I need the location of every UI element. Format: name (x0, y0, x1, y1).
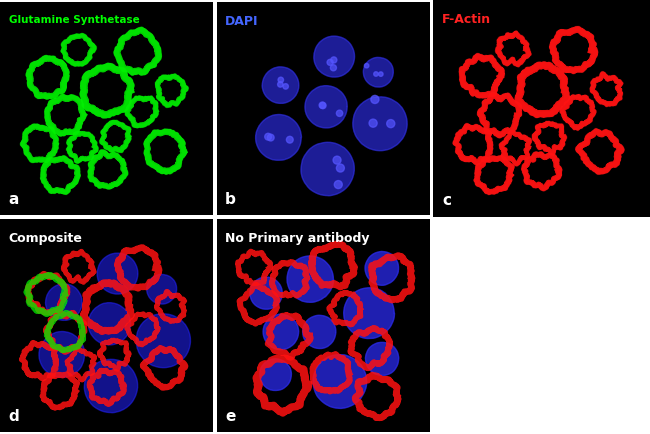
Polygon shape (365, 251, 398, 285)
Circle shape (369, 119, 377, 127)
Polygon shape (353, 97, 407, 151)
Polygon shape (344, 288, 395, 339)
Polygon shape (287, 256, 333, 302)
Circle shape (365, 63, 369, 68)
Text: Composite: Composite (8, 232, 83, 245)
Polygon shape (260, 359, 291, 391)
Circle shape (283, 84, 289, 89)
Circle shape (265, 133, 272, 140)
Polygon shape (260, 359, 291, 391)
Text: c: c (442, 193, 451, 208)
Polygon shape (88, 302, 131, 345)
Polygon shape (263, 314, 298, 350)
Circle shape (378, 72, 383, 76)
Text: b: b (225, 192, 236, 207)
Polygon shape (46, 284, 82, 320)
Polygon shape (303, 316, 336, 349)
Polygon shape (344, 288, 395, 339)
Polygon shape (303, 316, 336, 349)
Polygon shape (250, 277, 282, 309)
Circle shape (278, 77, 283, 82)
Polygon shape (313, 355, 367, 408)
Circle shape (327, 59, 333, 66)
Polygon shape (255, 115, 302, 160)
Polygon shape (301, 142, 354, 196)
Polygon shape (262, 67, 299, 103)
Circle shape (336, 110, 343, 116)
Polygon shape (262, 67, 299, 103)
Circle shape (333, 156, 341, 164)
Polygon shape (263, 314, 298, 350)
Polygon shape (305, 85, 347, 128)
Text: e: e (225, 409, 235, 424)
Text: DAPI: DAPI (225, 15, 259, 28)
Text: No Primary antibody: No Primary antibody (225, 232, 370, 245)
Polygon shape (314, 36, 354, 77)
Polygon shape (314, 36, 354, 77)
Polygon shape (255, 115, 302, 160)
Text: a: a (8, 192, 19, 207)
Circle shape (319, 102, 326, 108)
Polygon shape (136, 314, 190, 368)
Circle shape (320, 102, 326, 108)
Polygon shape (363, 57, 393, 87)
Circle shape (278, 82, 283, 87)
Polygon shape (301, 142, 354, 196)
Polygon shape (147, 274, 177, 304)
Polygon shape (313, 355, 367, 408)
Polygon shape (84, 359, 138, 413)
Polygon shape (305, 85, 347, 128)
Circle shape (374, 72, 378, 76)
Text: d: d (8, 409, 20, 424)
Polygon shape (365, 342, 398, 375)
Circle shape (267, 134, 274, 141)
Text: Glutamine Synthetase: Glutamine Synthetase (8, 15, 139, 25)
Polygon shape (363, 57, 393, 87)
Polygon shape (353, 97, 407, 151)
Circle shape (387, 119, 395, 128)
Circle shape (287, 136, 293, 143)
Circle shape (371, 95, 379, 103)
Polygon shape (287, 256, 333, 302)
Circle shape (331, 57, 337, 63)
Circle shape (334, 181, 343, 188)
Polygon shape (97, 253, 138, 294)
Polygon shape (250, 277, 282, 309)
Circle shape (330, 65, 337, 71)
Text: F-Actin: F-Actin (442, 13, 491, 26)
Polygon shape (39, 332, 84, 377)
Polygon shape (365, 342, 398, 375)
Circle shape (337, 164, 344, 172)
Polygon shape (365, 251, 398, 285)
